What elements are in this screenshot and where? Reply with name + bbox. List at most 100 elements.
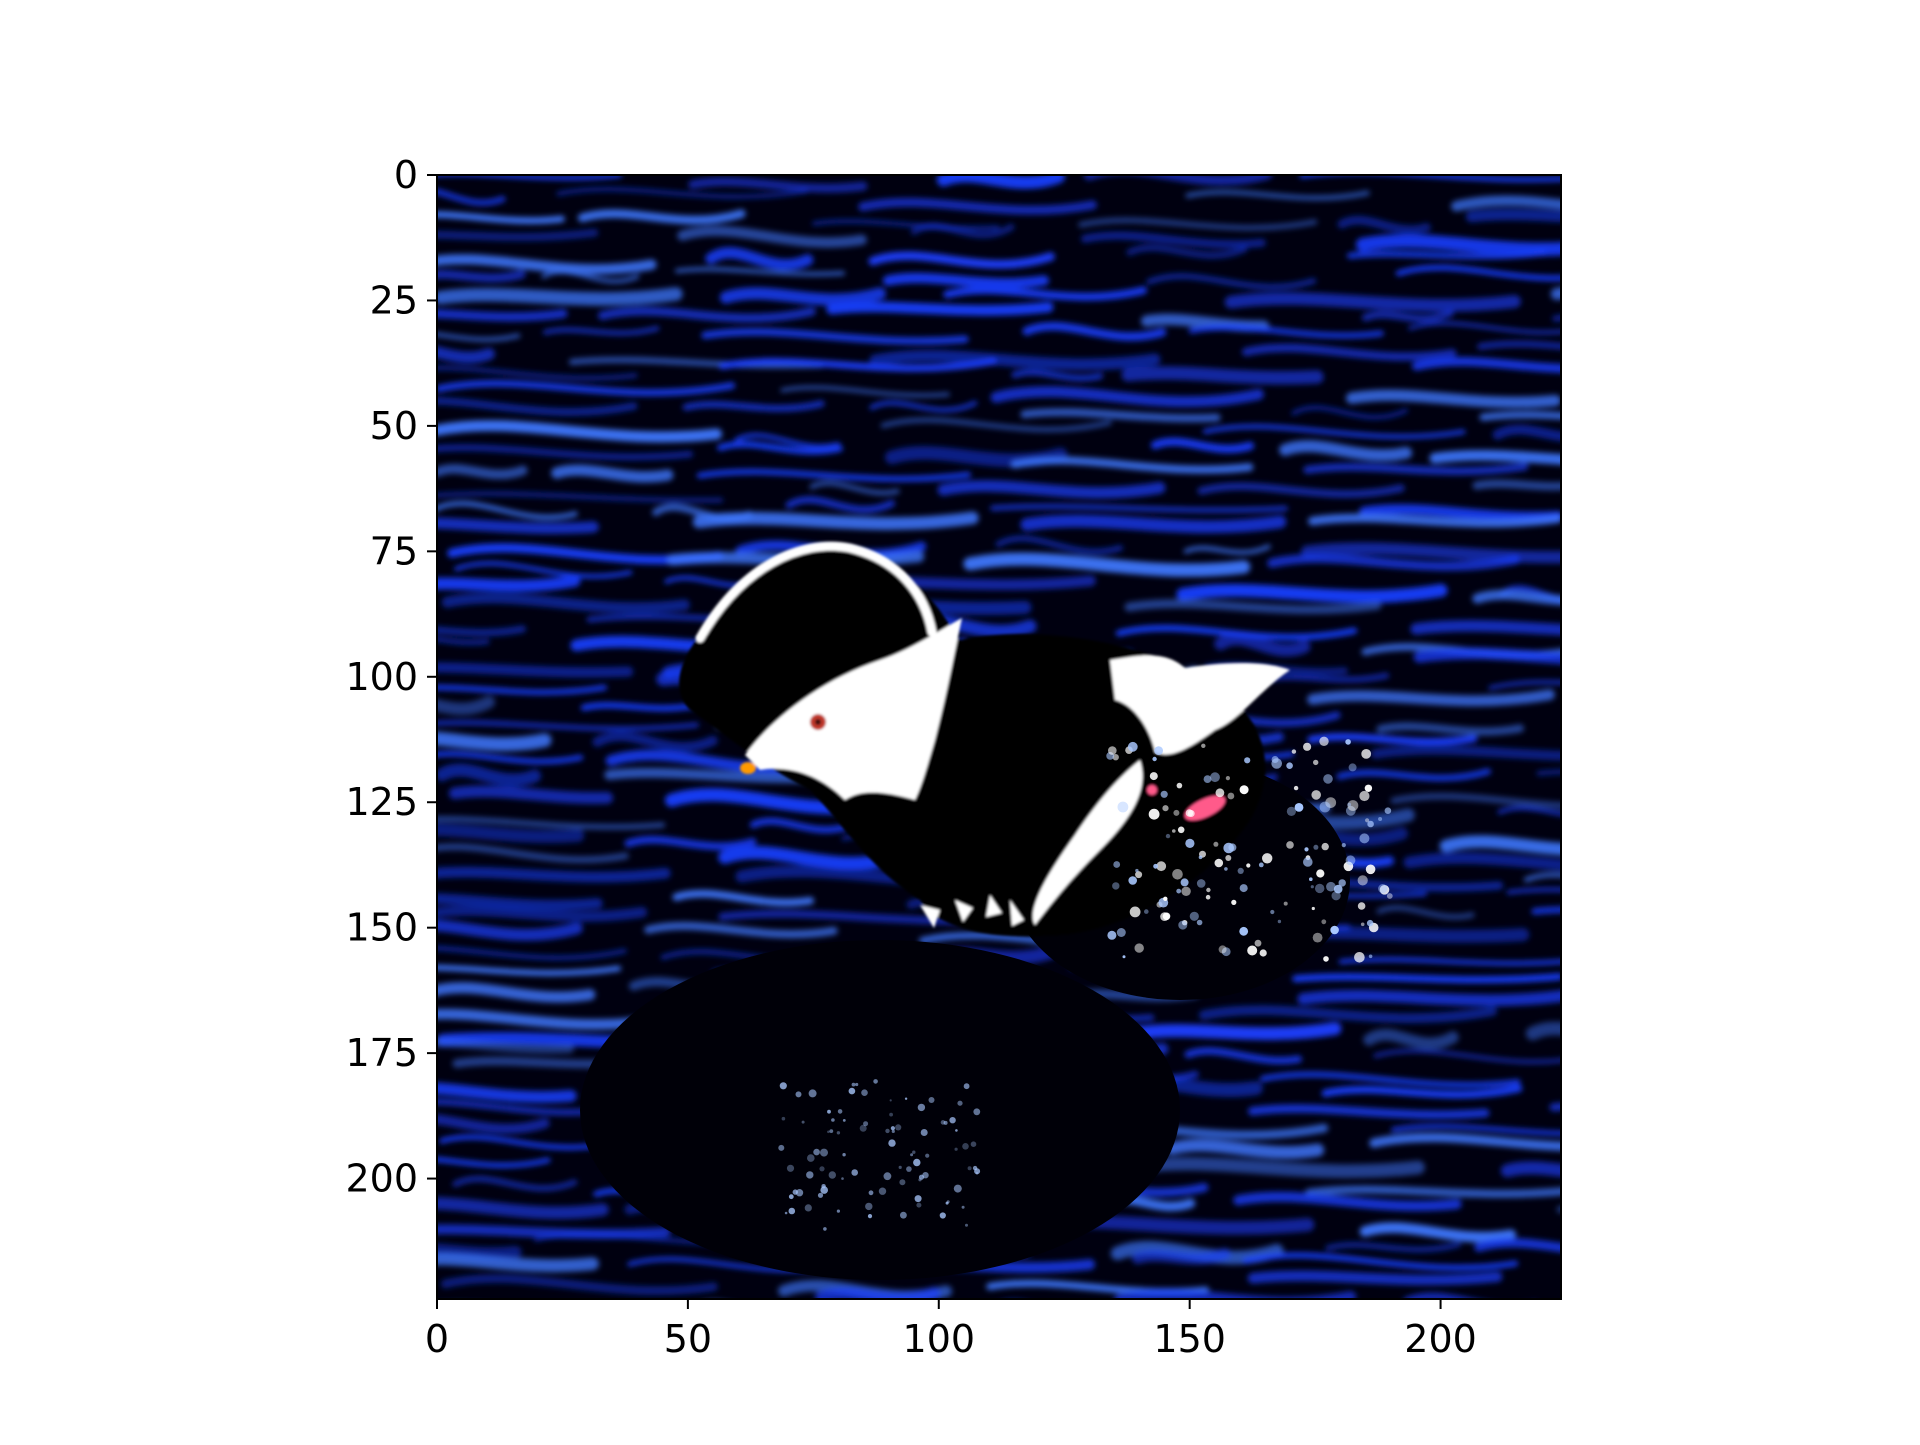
splash-droplet <box>1247 945 1258 956</box>
y-tick-label: 125 <box>345 780 418 824</box>
reflection-speck <box>945 1201 949 1205</box>
ripple <box>910 222 1015 239</box>
ripple <box>1301 542 1561 564</box>
reflection-speck <box>904 1097 908 1100</box>
ripple <box>1078 217 1318 231</box>
splash-droplet <box>1239 926 1249 936</box>
splash-droplet <box>1315 883 1325 894</box>
splash-droplet <box>1135 871 1143 879</box>
splash-droplet <box>1321 919 1327 925</box>
splash-droplet <box>1345 805 1356 816</box>
ripple <box>1150 437 1255 454</box>
reflection-speck <box>949 1117 956 1124</box>
ripple <box>1390 1123 1561 1136</box>
splash-droplet <box>1134 943 1144 953</box>
ripple <box>541 269 640 284</box>
splash-droplet <box>1128 876 1137 885</box>
reflection-speck <box>961 1205 965 1209</box>
reflection-speck <box>878 1187 887 1195</box>
ripple <box>437 763 542 787</box>
reflection-speck <box>891 1129 895 1133</box>
reflection-speck <box>912 1150 916 1154</box>
splash-droplet <box>1323 774 1333 784</box>
reflection-speck <box>873 1079 878 1084</box>
splash-droplet <box>1361 749 1372 759</box>
ripple <box>1500 1161 1561 1178</box>
water-splash <box>778 736 1393 1231</box>
ripple <box>437 574 581 592</box>
reflection-speck <box>914 1195 922 1203</box>
ripple <box>1579 1004 1810 1010</box>
splash-droplet <box>1107 930 1117 940</box>
ripple <box>719 287 886 306</box>
ripple <box>437 662 634 678</box>
duck-head-white <box>745 618 962 800</box>
splash-droplet <box>1283 901 1288 906</box>
reflection-speck <box>939 1212 946 1219</box>
y-tick-label: 150 <box>345 906 418 950</box>
x-tick-label: 0 <box>425 1317 449 1361</box>
ripple <box>1108 1314 1362 1323</box>
splash-droplet <box>1176 782 1183 789</box>
ripple <box>1531 906 1561 915</box>
splash-droplet <box>1185 838 1195 849</box>
reflection-speck <box>917 1103 926 1112</box>
splash-droplet <box>1196 879 1206 888</box>
splash-droplet <box>1259 949 1267 957</box>
ripple <box>1411 356 1561 374</box>
splash-droplet <box>1180 878 1189 887</box>
axes-frame <box>436 174 1562 1300</box>
reflection-speck <box>940 1120 946 1125</box>
ripple <box>1325 1241 1462 1253</box>
ripple <box>1345 389 1561 409</box>
ripple <box>437 463 528 480</box>
x-tick-label: 150 <box>1153 1317 1226 1361</box>
ripple <box>1308 513 1561 528</box>
ripple <box>437 1082 577 1104</box>
ripple <box>437 490 724 503</box>
ripple <box>439 1134 600 1150</box>
reflection-speck <box>804 1204 812 1212</box>
splash-droplet <box>1347 800 1359 811</box>
ripple <box>1114 1289 1357 1299</box>
ripple <box>1131 1248 1231 1265</box>
ripple <box>437 982 596 1003</box>
reflection-speck <box>801 1120 805 1124</box>
ripple <box>437 1252 599 1273</box>
splash-droplet <box>1311 790 1321 800</box>
ripple <box>1549 1102 1561 1112</box>
splash-droplet <box>1185 809 1194 817</box>
ripple <box>1429 449 1561 465</box>
reflection-speck <box>855 1082 859 1087</box>
ripple <box>1259 1071 1521 1088</box>
splash-droplet <box>1135 868 1139 873</box>
splash-droplet <box>1303 742 1312 751</box>
reflection-speck <box>890 1126 896 1131</box>
splash-droplet <box>1262 853 1273 864</box>
duck-eye-pupil <box>815 719 821 725</box>
splash-droplet <box>1345 855 1356 866</box>
splash-droplet <box>1160 790 1168 798</box>
reflection-speck <box>827 1109 831 1114</box>
ripple <box>437 332 521 342</box>
splash-droplet <box>1313 759 1319 766</box>
ripple <box>1465 208 1561 223</box>
ripple <box>674 266 846 277</box>
reflection-speck <box>859 1124 867 1132</box>
ripple <box>1336 768 1491 782</box>
ripple <box>1591 252 1871 262</box>
reflection-speck <box>792 1189 798 1195</box>
reflection-speck <box>865 1202 873 1211</box>
ripple <box>1586 1258 1736 1265</box>
duck-wing-white <box>1110 655 1290 755</box>
splash-droplet <box>1225 776 1230 781</box>
ripple <box>454 561 633 579</box>
reflection-speck <box>778 1144 785 1151</box>
ripple <box>869 400 978 413</box>
splash-droplet <box>1366 919 1374 927</box>
y-tick-label: 100 <box>345 655 418 699</box>
ripple <box>749 817 848 834</box>
reflection-speck <box>900 1211 907 1219</box>
